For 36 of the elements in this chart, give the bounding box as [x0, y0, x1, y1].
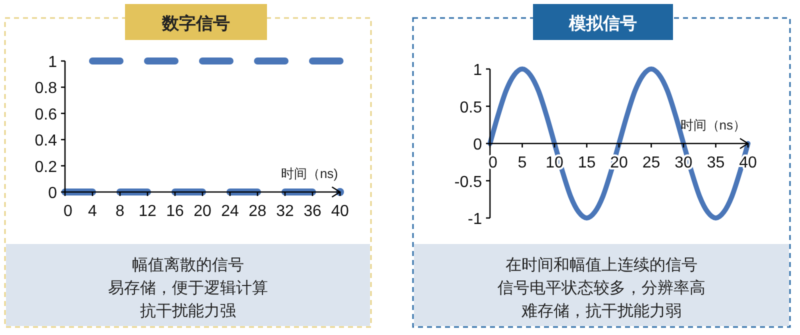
x-tick-label: 15	[578, 154, 596, 172]
y-tick-label: 0.5	[460, 99, 482, 116]
x-axis-title: 时间（ns）	[680, 118, 746, 132]
y-tick-label: 0.8	[34, 80, 58, 98]
x-tick-label: 0	[64, 203, 73, 220]
x-tick-label: 25	[642, 154, 660, 172]
x-tick-label: 28	[248, 203, 266, 220]
y-tick-label: 0	[473, 136, 482, 154]
x-tick-label: 8	[116, 203, 125, 220]
text: 幅值离散的信号	[132, 255, 244, 274]
x-tick-label: 24	[221, 203, 239, 220]
x-tick-label: 12	[138, 203, 156, 220]
chart-title: 数字信号	[161, 14, 230, 33]
x-tick-label: 36	[304, 203, 322, 220]
x-tick-label: 32	[276, 203, 294, 220]
text: 易存储，便于逻辑计算	[108, 278, 268, 297]
text: 在时间和幅值上连续的信号	[506, 255, 698, 274]
x-tick-label: 4	[88, 203, 98, 220]
text: 信号电平状态较多，分辨率高	[498, 278, 706, 297]
x-tick-label: 5	[518, 154, 527, 172]
y-tick-label: 0.2	[34, 158, 58, 176]
chart-title: 模拟信号	[568, 14, 637, 33]
y-tick-label: 1	[473, 62, 482, 79]
x-tick-label: 20	[194, 203, 212, 220]
y-tick-label: -1	[468, 211, 482, 228]
y-tick-label: 0.6	[34, 106, 58, 124]
x-tick-label: 16	[166, 203, 184, 220]
x-axis-title: 时间（ns)	[280, 166, 338, 181]
text: 难存储，抗干扰能力弱	[520, 301, 682, 320]
y-tick-label: -0.5	[454, 174, 482, 191]
x-tick-label: 35	[706, 154, 725, 172]
text: 抗干扰能力强	[140, 301, 236, 320]
x-tick-label: 40	[331, 203, 349, 220]
y-tick-label: 1	[48, 54, 58, 71]
y-tick-label: 0	[48, 185, 58, 202]
y-tick-label: 0.4	[34, 132, 58, 150]
